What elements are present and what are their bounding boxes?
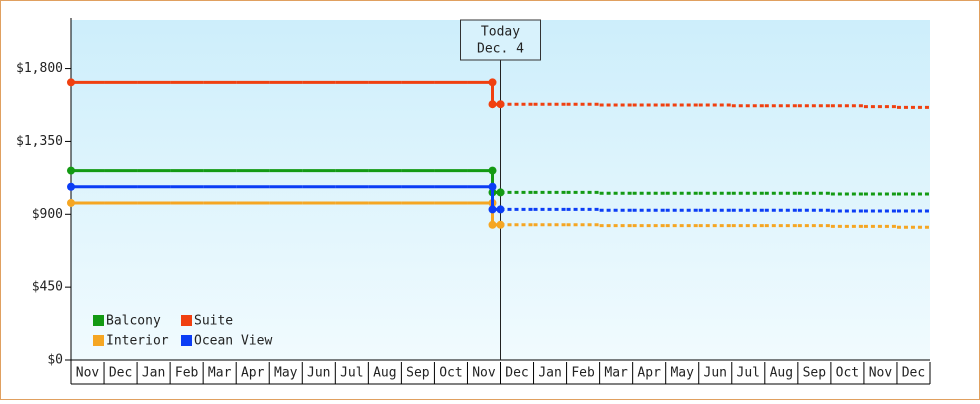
- x-tick-label: Nov: [869, 366, 893, 381]
- point: [496, 205, 505, 214]
- x-tick-label: Mar: [208, 366, 232, 381]
- x-tick-label: Dec: [109, 366, 132, 381]
- series: [67, 78, 930, 109]
- x-tick-label: Oct: [836, 366, 859, 381]
- today-label: Today: [481, 25, 520, 40]
- x-tick-label: Dec: [505, 366, 528, 381]
- x-tick-label: Nov: [76, 366, 100, 381]
- series: [67, 166, 930, 197]
- x-tick-label: Sep: [803, 366, 827, 381]
- legend-swatch: [93, 335, 104, 346]
- legend-swatch: [93, 315, 104, 326]
- x-tick-label: Apr: [637, 366, 661, 381]
- x-tick-label: May: [670, 366, 694, 381]
- legend-swatch: [181, 335, 192, 346]
- legend-label: Interior: [106, 334, 169, 349]
- y-tick-label: $1,350: [16, 134, 63, 149]
- today-date: Dec. 4: [477, 42, 524, 57]
- series: [67, 198, 930, 229]
- point: [67, 182, 75, 191]
- x-tick-label: Jul: [340, 366, 363, 381]
- x-tick-label: Feb: [571, 366, 595, 381]
- point: [67, 166, 75, 175]
- y-tick-label: $900: [32, 207, 63, 222]
- legend-swatch: [181, 315, 192, 326]
- x-tick-label: Jun: [704, 366, 727, 381]
- y-tick-label: $1,800: [16, 61, 63, 76]
- legend-label: Balcony: [106, 314, 161, 329]
- series: [67, 182, 930, 214]
- x-tick-label: Oct: [439, 366, 462, 381]
- x-tick-label: Mar: [604, 366, 628, 381]
- point: [67, 78, 75, 87]
- x-tick-label: Aug: [770, 366, 793, 381]
- y-tick-label: $0: [47, 353, 63, 368]
- x-tick-label: Aug: [373, 366, 396, 381]
- x-tick-label: Jan: [538, 366, 561, 381]
- x-tick-label: Dec: [902, 366, 925, 381]
- point: [496, 220, 505, 229]
- x-tick-label: Nov: [472, 366, 496, 381]
- point: [488, 100, 497, 109]
- legend-label: Ocean View: [194, 334, 272, 349]
- x-tick-label: Jun: [307, 366, 330, 381]
- legend-label: Suite: [194, 314, 233, 329]
- point: [488, 78, 497, 87]
- x-tick-label: Jul: [737, 366, 760, 381]
- today-box: [460, 19, 541, 61]
- x-tick-label: Sep: [406, 366, 430, 381]
- point: [488, 166, 497, 175]
- point: [496, 188, 505, 197]
- x-tick-label: May: [274, 366, 298, 381]
- point: [488, 220, 497, 229]
- x-tick-label: Apr: [241, 366, 265, 381]
- point: [488, 205, 497, 214]
- x-tick-label: Jan: [142, 366, 165, 381]
- x-tick-label: Feb: [175, 366, 199, 381]
- point: [67, 198, 75, 207]
- point: [488, 182, 497, 191]
- y-tick-label: $450: [32, 280, 63, 295]
- point: [496, 100, 505, 109]
